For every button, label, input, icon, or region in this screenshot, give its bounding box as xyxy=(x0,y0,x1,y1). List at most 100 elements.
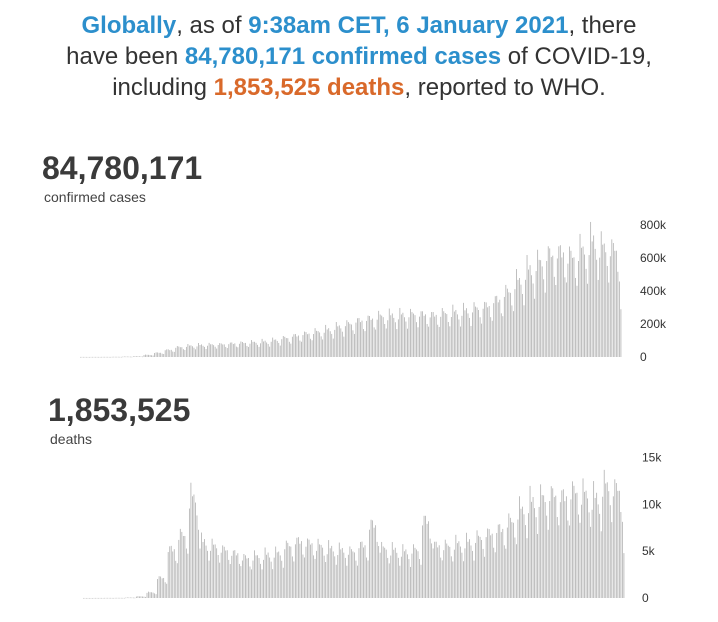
cases-bar xyxy=(207,345,208,357)
deaths-bar xyxy=(515,544,517,598)
cases-bar xyxy=(270,341,272,357)
cases-bar xyxy=(302,335,304,357)
cases-bar xyxy=(572,257,573,357)
deaths-bar xyxy=(576,492,578,598)
cases-bar xyxy=(211,344,213,357)
deaths-bar xyxy=(101,597,102,599)
deaths-bar xyxy=(558,525,560,598)
deaths-bar xyxy=(260,563,261,598)
deaths-bar xyxy=(422,525,423,598)
deaths-bar xyxy=(344,557,346,598)
cases-bar xyxy=(148,354,149,357)
cases-bar xyxy=(204,346,205,357)
deaths-bar xyxy=(267,552,269,598)
cases-bar xyxy=(110,356,112,358)
deaths-bar xyxy=(170,545,172,598)
deaths-bar xyxy=(199,548,201,598)
cases-bar xyxy=(254,341,255,357)
deaths-bar xyxy=(509,517,511,598)
deaths-bar xyxy=(440,557,442,598)
cases-bar xyxy=(467,313,469,357)
cases-bar xyxy=(263,341,265,357)
cases-bar xyxy=(444,313,446,357)
deaths-bar xyxy=(188,508,190,598)
deaths-bar xyxy=(149,592,151,598)
cases-bar xyxy=(361,320,363,357)
cases-bar xyxy=(313,334,314,357)
cases-bar xyxy=(590,221,592,357)
cases-bar xyxy=(390,315,392,357)
deaths-bar xyxy=(104,597,106,599)
deaths-bar xyxy=(382,546,384,598)
cases-bar xyxy=(529,265,531,357)
deaths-bar xyxy=(587,498,588,598)
deaths-bar xyxy=(602,496,604,598)
cases-bar xyxy=(443,311,445,357)
cases-bar xyxy=(248,346,249,357)
cases-bar xyxy=(140,356,142,358)
deaths-bar xyxy=(129,597,131,599)
cases-bar xyxy=(475,306,476,357)
cases-bar xyxy=(438,326,440,357)
deaths-bar xyxy=(599,513,601,598)
deaths-bar xyxy=(403,551,405,598)
cases-bar xyxy=(564,277,566,357)
cases-bar xyxy=(385,328,387,357)
deaths-bar xyxy=(117,597,119,599)
cases-bar xyxy=(617,271,619,357)
cases-bar xyxy=(196,346,198,357)
cases-bar xyxy=(301,341,302,357)
cases-bar xyxy=(93,356,95,358)
deaths-bar xyxy=(135,596,137,598)
cases-bar xyxy=(132,356,134,357)
deaths-bar xyxy=(565,496,567,598)
cases-bar xyxy=(172,351,174,357)
cases-bar xyxy=(562,252,564,357)
deaths-bar xyxy=(145,596,146,598)
cases-bar xyxy=(464,310,466,357)
cases-bar xyxy=(142,356,143,358)
cases-bar xyxy=(487,307,489,357)
deaths-bar xyxy=(467,541,469,598)
cases-bar xyxy=(394,322,396,357)
deaths-bar xyxy=(435,541,437,598)
cases-bar xyxy=(347,322,349,357)
deaths-bar xyxy=(297,537,299,598)
deaths-bar xyxy=(108,597,110,599)
cases-bar xyxy=(597,279,599,357)
deaths-bar xyxy=(217,555,219,598)
cases-bar xyxy=(511,305,513,357)
cases-bar xyxy=(525,279,526,357)
cases-bar xyxy=(505,284,507,357)
deaths-bar xyxy=(413,544,414,598)
deaths-bar xyxy=(223,546,225,598)
deaths-bar xyxy=(431,543,433,598)
deaths-bar xyxy=(520,508,522,598)
deaths-bar xyxy=(246,558,248,598)
cases-bar xyxy=(89,356,90,358)
cases-bar xyxy=(344,326,346,357)
deaths-bar xyxy=(426,523,428,598)
deaths-bar xyxy=(529,485,531,598)
deaths-bar xyxy=(429,538,431,598)
deaths-bar xyxy=(453,549,455,598)
cases-bar xyxy=(506,288,508,357)
deaths-bar xyxy=(390,555,392,598)
deaths-bar xyxy=(497,524,499,598)
deaths-bar xyxy=(461,552,463,598)
deaths-bar xyxy=(568,525,570,598)
cases-bar xyxy=(264,340,266,357)
deaths-bar xyxy=(355,560,357,598)
cases-bar xyxy=(606,265,608,357)
deaths-bar xyxy=(148,591,149,598)
cases-y-tick-label: 200k xyxy=(640,317,667,331)
cases-bar xyxy=(267,343,269,357)
deaths-bar xyxy=(114,597,116,599)
cases-y-tick-label: 800k xyxy=(640,218,667,232)
deaths-bar xyxy=(325,562,327,598)
cases-bar xyxy=(119,356,121,358)
cases-bar xyxy=(447,321,449,357)
cases-bar xyxy=(232,344,234,357)
cases-bar xyxy=(83,356,84,358)
deaths-bar xyxy=(220,552,222,598)
